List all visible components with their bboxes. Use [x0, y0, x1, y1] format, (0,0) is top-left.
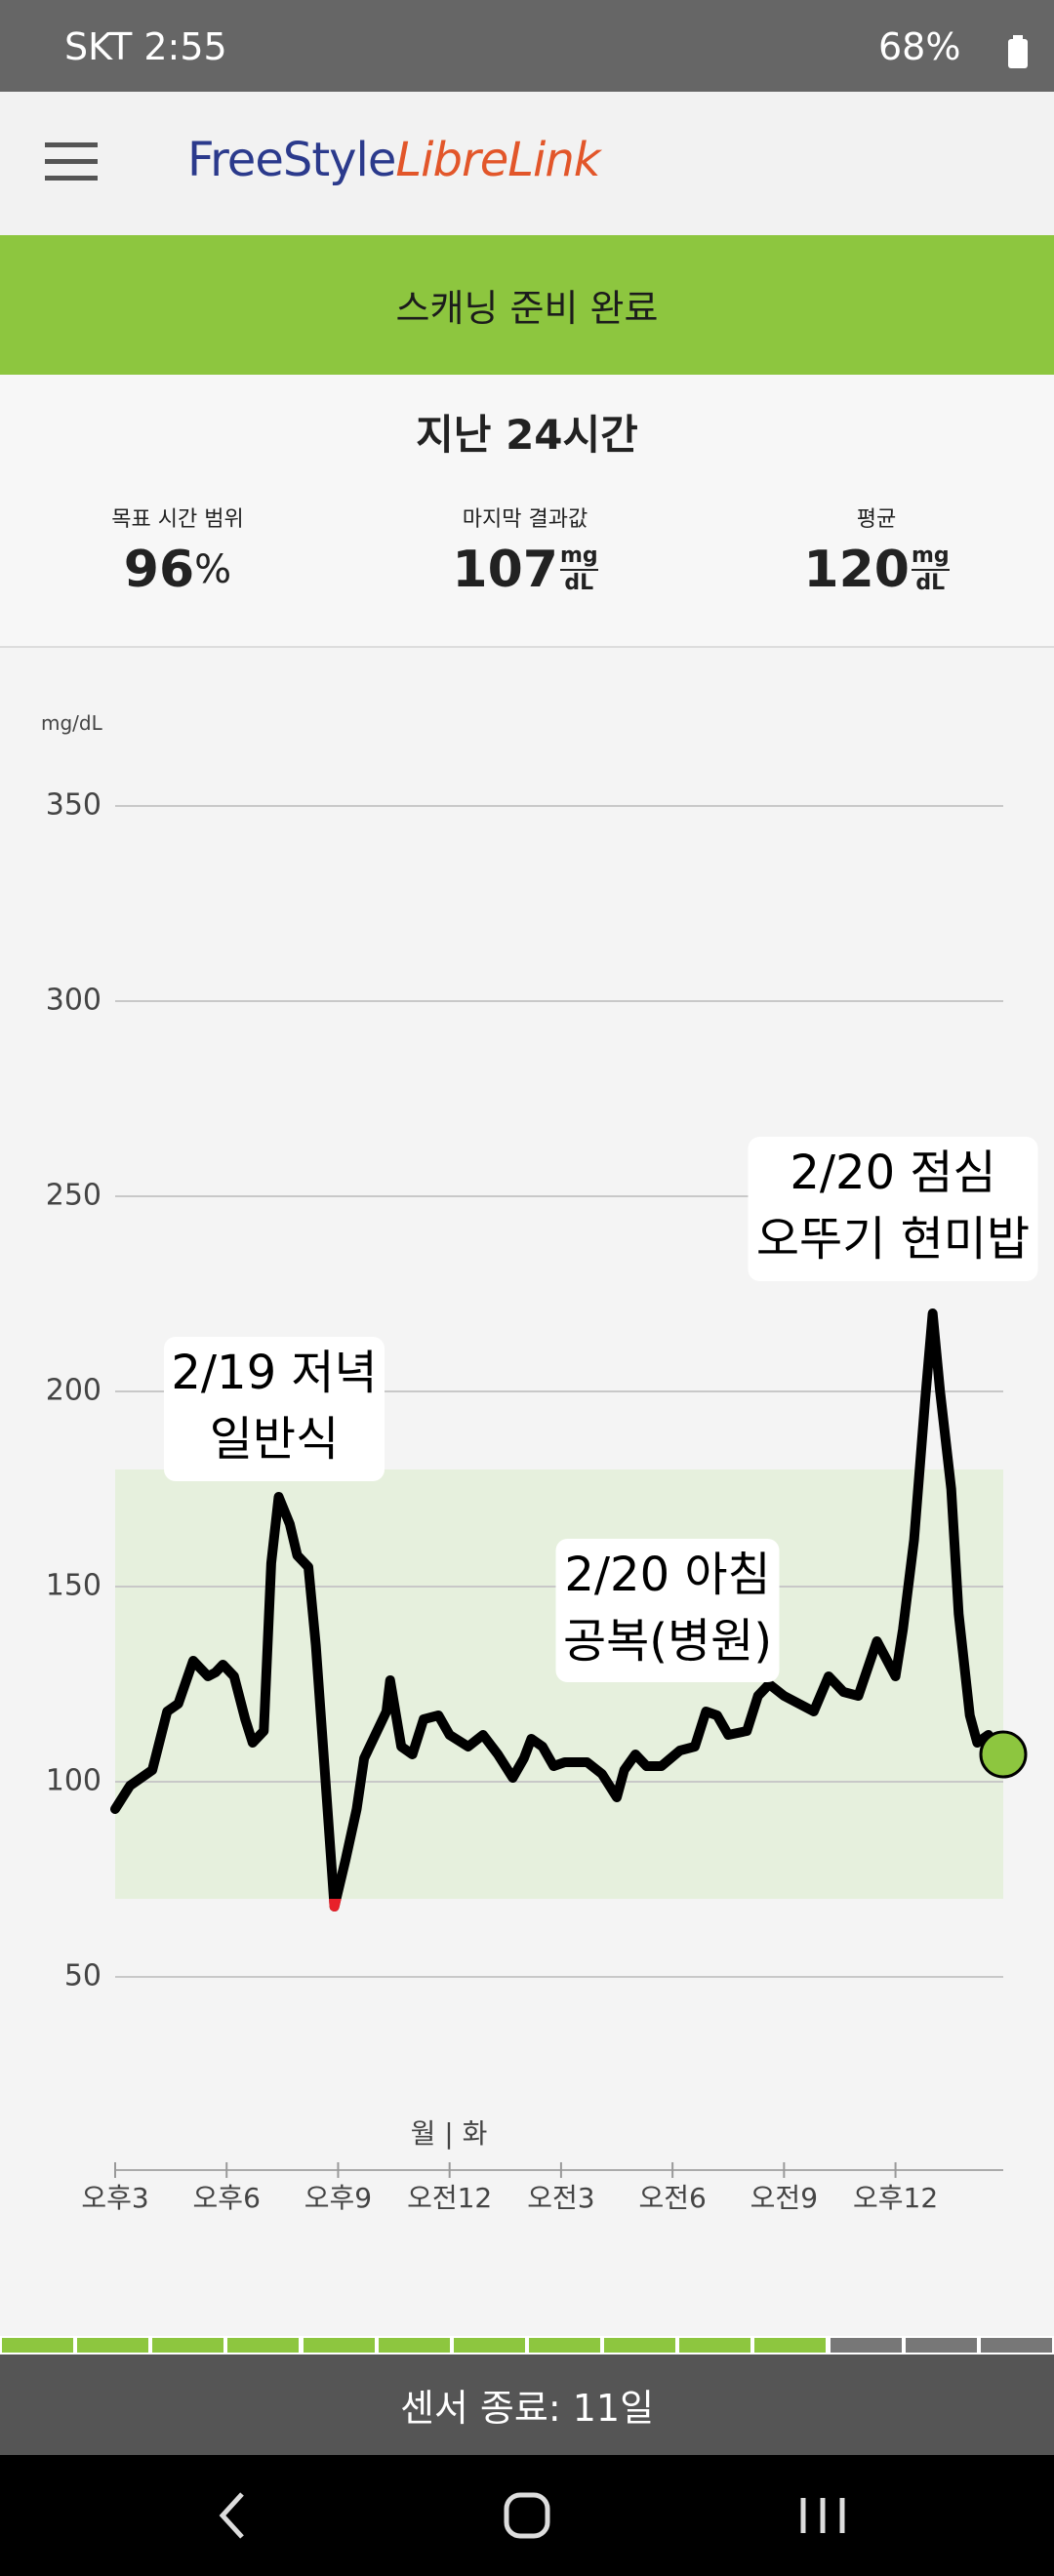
annotation-box [164, 1337, 385, 1481]
x-tick-label: 오후3 [81, 2182, 148, 2214]
annotation-box [555, 1539, 780, 1682]
app-header: FreeStyleLibreLink [0, 92, 1054, 236]
annotation-text: 공복(병원) [563, 1614, 772, 1669]
recents-button[interactable] [800, 2498, 845, 2533]
last-reading [979, 1730, 1028, 1779]
sensor-segment [528, 2338, 600, 2353]
stat: 목표 시간 범위 96% [2, 502, 353, 599]
y-tick-label: 50 [64, 1959, 101, 1993]
annotation-text: 2/20 점심 [790, 1146, 995, 1200]
y-tick-label: 100 [46, 1764, 101, 1798]
banner-text: 스캐닝 준비 완료 [395, 287, 659, 330]
sensor-segment [2, 2338, 73, 2353]
stat-unit: mg [911, 545, 950, 571]
stat-unit: dL [915, 571, 946, 595]
annotation-text: 2/20 아침 [564, 1548, 770, 1602]
sensor-segment [227, 2338, 300, 2353]
status-bar: SKT 2:55 68% [0, 0, 1054, 92]
target-range [115, 1469, 1003, 1899]
logo-librelink: LibreLink [395, 133, 600, 187]
annotation-text: 오뚜기 현미밥 [756, 1212, 1030, 1267]
sensor-segment [378, 2338, 450, 2353]
carrier-time: SKT 2:55 [64, 25, 227, 68]
glucose-chart: mg/dL 월 | 화 50 100 150 200 250 300 350 오후3 오후6 오후… [41, 711, 1038, 2214]
annotation-text: 2/19 저녁 [171, 1346, 377, 1400]
nav-bar [0, 2455, 1054, 2576]
y-tick-label: 150 [46, 1569, 101, 1603]
stat: 평균 120 mg dL [701, 502, 1052, 599]
logo-freestyle: FreeStyle [187, 133, 396, 187]
day-label: 월 | 화 [411, 2117, 488, 2150]
y-tick-label: 300 [46, 984, 101, 1018]
stat: 마지막 결과값 107 mg dL [349, 502, 701, 599]
battery-level: 68% [878, 25, 961, 68]
y-tick-label: 250 [46, 1179, 101, 1213]
stat-label: 평균 [856, 507, 897, 532]
stat-unit: mg [559, 545, 598, 571]
sensor-segment [152, 2338, 224, 2353]
x-tick-label: 오전9 [750, 2182, 818, 2214]
sensor-segment [679, 2338, 751, 2353]
annotation-box [748, 1137, 1038, 1281]
stat-value: 120 [803, 541, 910, 599]
sensor-segment [303, 2338, 375, 2353]
y-tick-label: 350 [46, 788, 101, 823]
scan-banner[interactable]: 스캐닝 준비 완료 [0, 235, 1054, 375]
x-tick-label: 오후6 [193, 2182, 261, 2214]
sensor-segment [604, 2338, 676, 2353]
stat-label: 마지막 결과값 [462, 507, 588, 532]
summary: 지난 24시간 목표 시간 범위 96% 마지막 결과값 107 mg dL 평균 … [0, 375, 1054, 648]
annotation-text: 일반식 [210, 1412, 339, 1467]
logo: FreeStyleLibreLink [187, 133, 601, 187]
x-tick-label: 오전6 [638, 2182, 706, 2214]
stat-unit: % [194, 547, 232, 592]
sensor-text: 센서 종료: 11일 [399, 2387, 655, 2430]
x-tick-label: 오전12 [407, 2182, 492, 2214]
stat-label: 목표 시간 범위 [111, 507, 244, 532]
sensor-footer: 센서 종료: 11일 [0, 2355, 1054, 2455]
y-axis-label: mg/dL [41, 711, 103, 735]
sensor-segment [830, 2338, 902, 2353]
sensor-progress [0, 2336, 1054, 2355]
x-tick-label: 오전3 [527, 2182, 594, 2214]
x-tick-label: 오후12 [853, 2182, 938, 2214]
stat-value: 96 [123, 541, 195, 599]
back-button[interactable] [219, 2492, 244, 2539]
stat-unit: dL [564, 571, 594, 595]
home-button[interactable] [504, 2492, 550, 2539]
sensor-segment [453, 2338, 525, 2353]
sensor-segment [980, 2338, 1052, 2353]
sensor-segment [754, 2338, 827, 2353]
sensor-segment [77, 2338, 149, 2353]
glucose-line [110, 1308, 1008, 1912]
stat-value: 107 [452, 541, 558, 599]
menu-button[interactable] [45, 142, 98, 181]
summary-title: 지난 24시간 [416, 411, 638, 459]
battery-icon [1008, 35, 1028, 68]
y-tick-label: 200 [46, 1374, 101, 1408]
x-tick-label: 오후9 [304, 2182, 372, 2214]
sensor-segment [905, 2338, 977, 2353]
